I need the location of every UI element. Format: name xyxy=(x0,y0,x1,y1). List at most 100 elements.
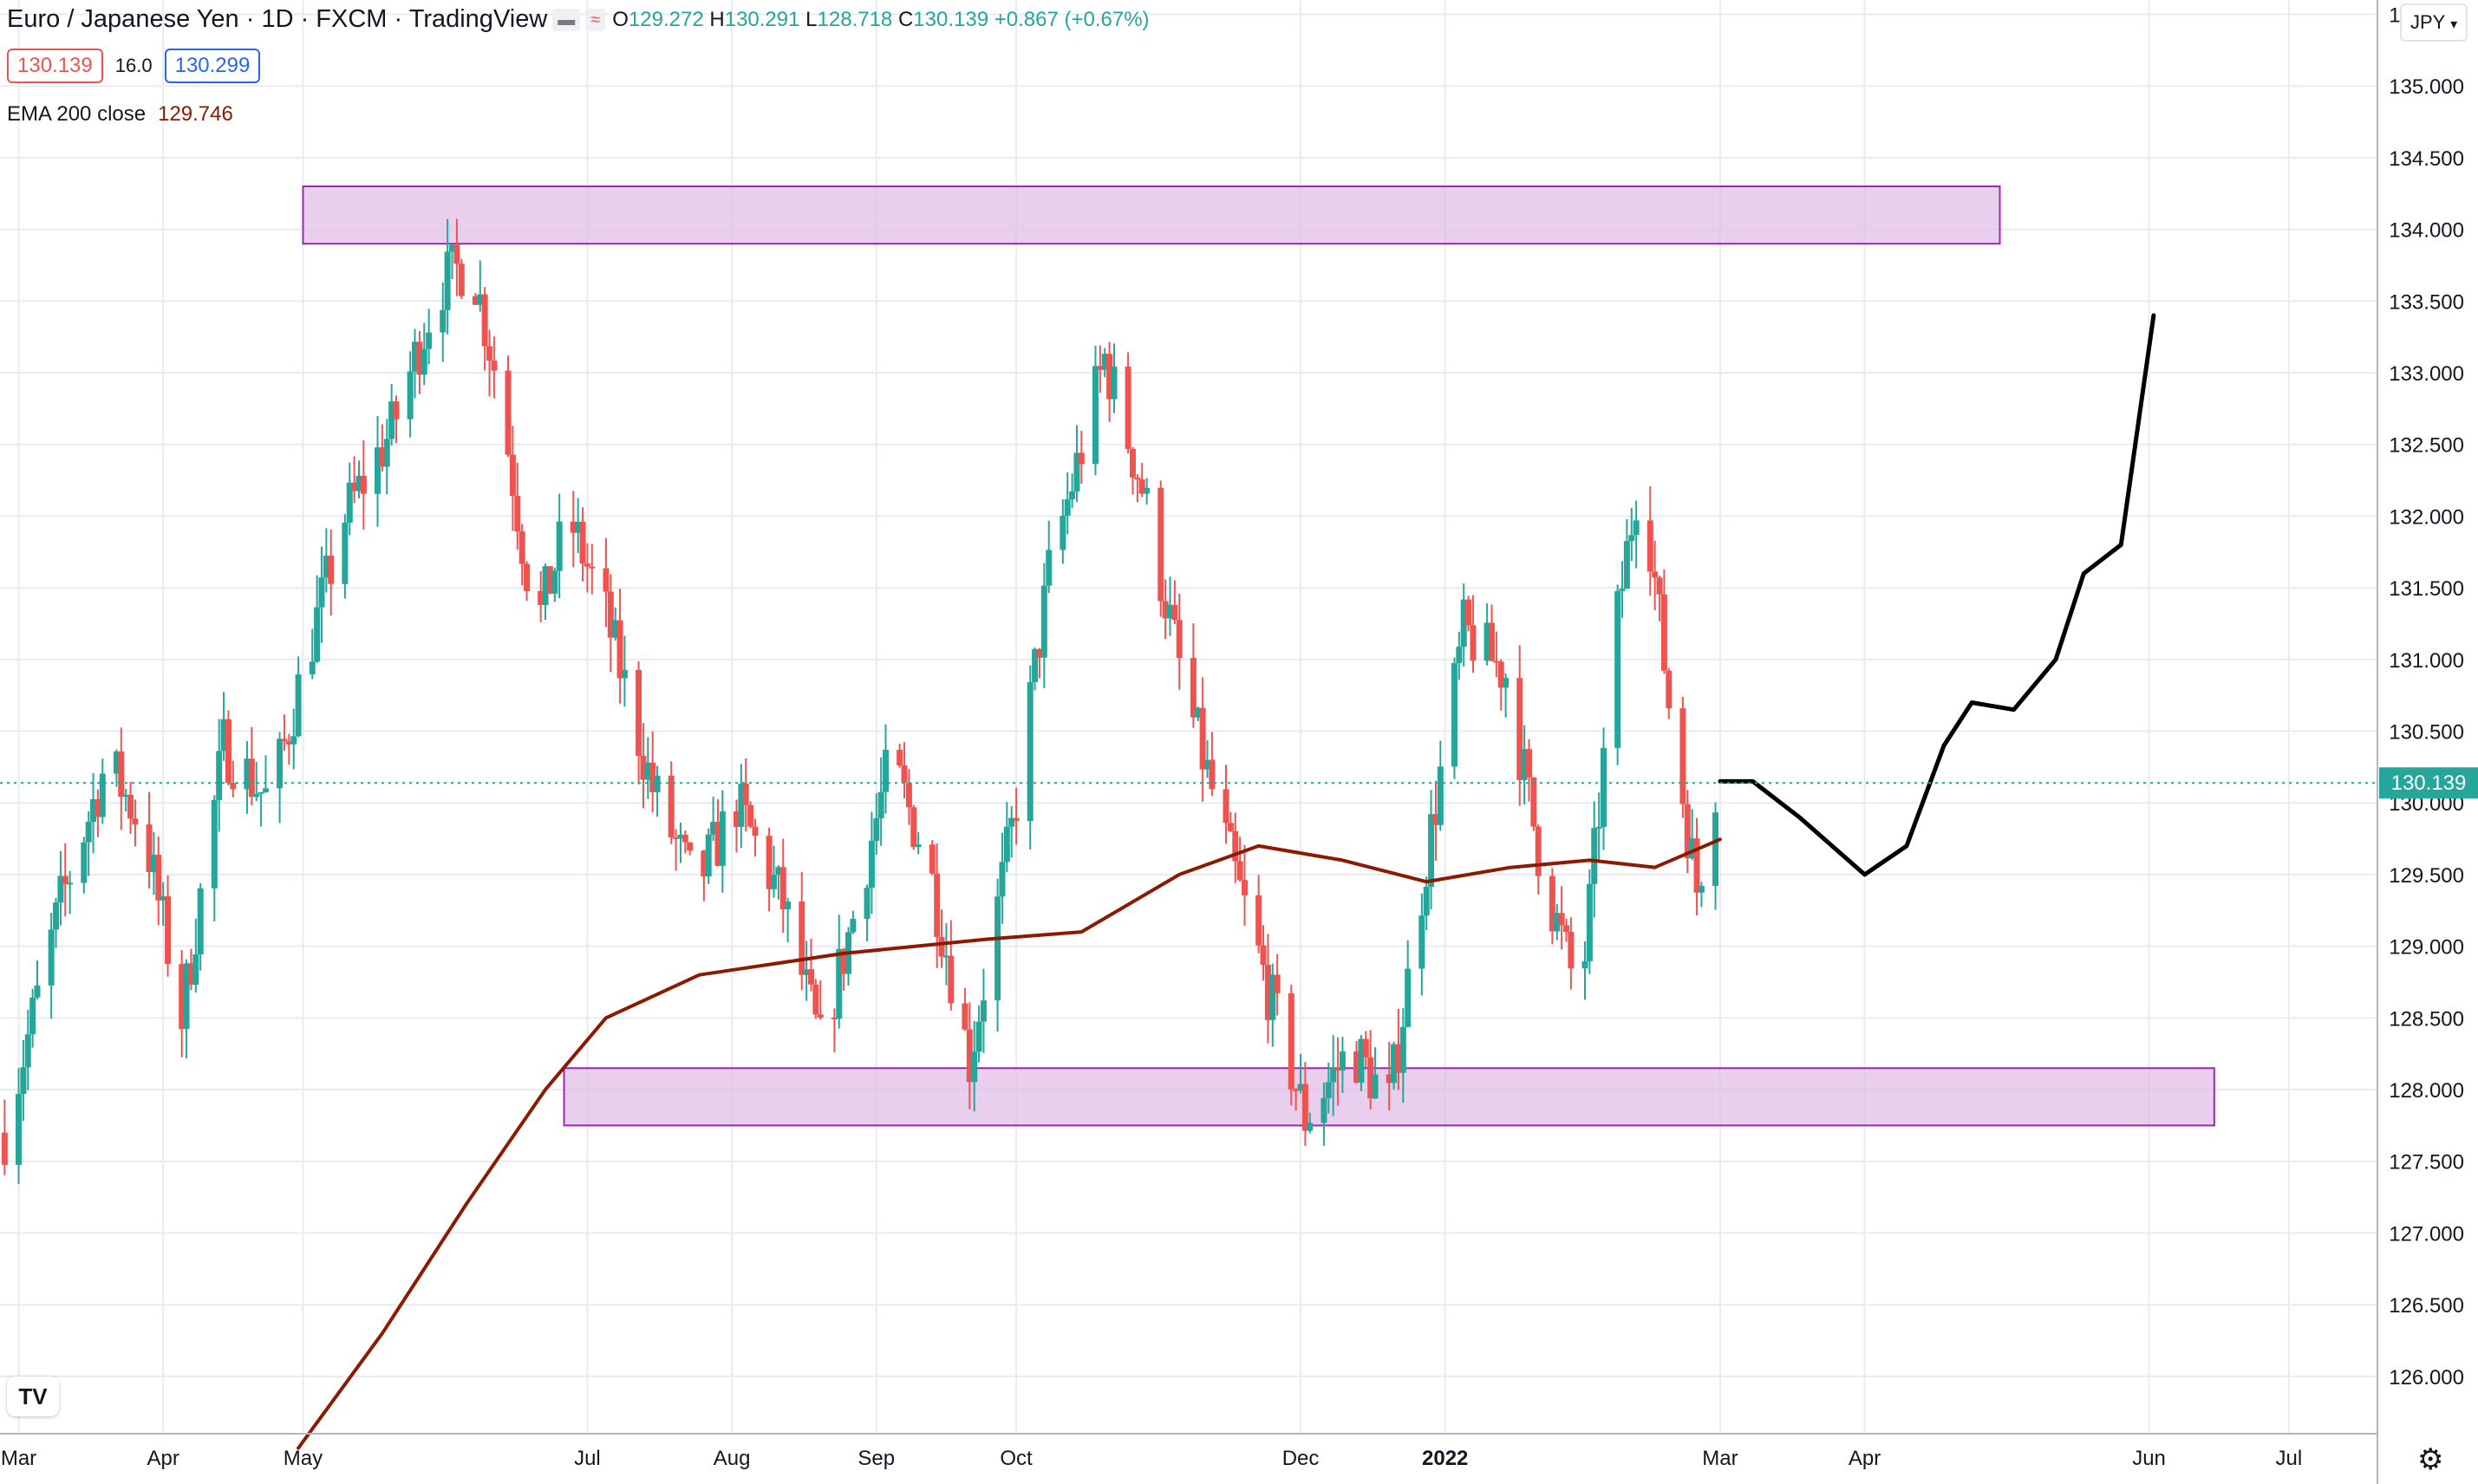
candle-body xyxy=(1157,487,1164,602)
price-axis[interactable]: 126.000 126.500 127.000 127.500 128.000 128.5… xyxy=(2389,4,2464,1390)
candlesticks xyxy=(1,218,1719,1184)
candle-body xyxy=(285,741,292,745)
price-tick-label: 133.000 xyxy=(2389,362,2464,386)
candle-body xyxy=(1297,1084,1304,1090)
candle-body xyxy=(938,936,945,957)
candle-body xyxy=(1432,814,1439,825)
candle-body xyxy=(1367,1057,1374,1099)
candle-body xyxy=(677,834,684,839)
candle-body xyxy=(654,775,661,792)
time-tick-label: Apr xyxy=(147,1447,179,1470)
candle-body xyxy=(197,888,204,955)
candle-body xyxy=(412,342,419,372)
candle-body xyxy=(607,591,614,638)
candle-body xyxy=(1166,604,1173,619)
candle-body xyxy=(179,964,186,1029)
last-price-label: 130.139 xyxy=(2391,771,2467,795)
candle-body xyxy=(864,888,871,919)
candle-body xyxy=(48,929,55,986)
candle-body xyxy=(1628,535,1635,542)
tradingview-logo-icon[interactable]: TV xyxy=(7,1377,59,1416)
candle-body xyxy=(644,762,651,780)
candle-body xyxy=(770,875,777,889)
candle-body xyxy=(551,570,558,594)
candle-body xyxy=(290,736,297,745)
candle-body xyxy=(67,882,74,885)
candle-body xyxy=(16,1094,23,1165)
candle-body xyxy=(514,496,521,532)
candle-body xyxy=(1460,599,1467,648)
price-tick-label: 127.500 xyxy=(2389,1151,2464,1175)
time-tick-label: Apr xyxy=(1849,1447,1881,1470)
candle-body xyxy=(146,824,153,873)
candle-body xyxy=(1078,452,1085,465)
candle-body xyxy=(1138,478,1145,494)
price-tick-label: 134.500 xyxy=(2389,147,2464,171)
candle-body xyxy=(1484,622,1490,661)
gear-icon[interactable]: ⚙ xyxy=(2417,1443,2444,1476)
candle-body xyxy=(971,1051,978,1083)
candle-body xyxy=(929,844,936,874)
currency-select[interactable]: JPY ▾ xyxy=(2400,3,2468,42)
candle-body xyxy=(244,758,251,790)
candle-body xyxy=(1451,662,1457,767)
candle-body xyxy=(589,566,596,569)
candle-body xyxy=(453,244,460,264)
candle-body xyxy=(1712,812,1719,887)
buy-button[interactable]: 130.299 xyxy=(164,49,261,83)
candle-body xyxy=(458,264,465,296)
candle-body xyxy=(187,963,194,985)
candle-body xyxy=(1493,661,1500,663)
candle-body xyxy=(383,439,390,467)
candle-body xyxy=(379,447,386,467)
candle-body xyxy=(1242,880,1249,895)
time-tick-label: Jul xyxy=(2276,1447,2303,1470)
candle-body xyxy=(53,902,60,930)
candle-body xyxy=(640,755,647,780)
candle-body xyxy=(62,875,68,884)
candle-body xyxy=(1008,817,1015,827)
candle-body xyxy=(1330,1067,1337,1083)
candle-body xyxy=(1562,925,1569,932)
hide-legend-button[interactable]: ▬ xyxy=(552,8,581,31)
candle-body xyxy=(752,826,759,836)
time-axis[interactable]: Mar Apr May Jul Aug Sep Oct Dec 2022 Mar Apr Jun Jul xyxy=(1,1447,2302,1470)
candle-body xyxy=(165,896,172,965)
price-tick-label: 131.500 xyxy=(2389,577,2464,601)
candle-body xyxy=(1125,366,1131,449)
candle-body xyxy=(1101,354,1108,370)
candle-body xyxy=(681,834,688,843)
candle-body xyxy=(575,521,582,533)
price-tick-label: 126.000 xyxy=(2389,1366,2464,1390)
price-tick-label: 127.000 xyxy=(2389,1222,2464,1246)
compare-icon[interactable]: ≈ xyxy=(585,8,606,31)
candle-body xyxy=(225,719,231,784)
candle-body xyxy=(546,566,553,594)
candle-body xyxy=(1040,585,1047,658)
candle-body xyxy=(831,1018,838,1020)
candle-body xyxy=(942,955,949,958)
candle-body xyxy=(1232,830,1239,862)
symbol-title[interactable]: Euro / Japanese Yen · 1D · FXCM · Tradin… xyxy=(7,5,548,33)
candle-body xyxy=(1647,520,1653,572)
price-tick-label: 133.500 xyxy=(2389,290,2464,314)
candle-body xyxy=(277,739,284,789)
time-tick-label: Mar xyxy=(1702,1447,1738,1470)
candle-body xyxy=(318,577,325,608)
candle-body xyxy=(421,348,427,375)
indicator-legend[interactable]: EMA 200 close 129.746 xyxy=(7,102,233,127)
candle-body xyxy=(1013,817,1020,822)
candle-body xyxy=(1301,1084,1308,1131)
price-tick-label: 134.000 xyxy=(2389,219,2464,243)
candle-body xyxy=(1204,759,1211,770)
price-tick-label: 129.500 xyxy=(2389,864,2464,888)
sell-button[interactable]: 130.139 xyxy=(7,49,103,83)
candle-body xyxy=(570,521,577,533)
candle-body xyxy=(1591,828,1598,884)
indicator-lines xyxy=(0,313,2377,1450)
candle-body xyxy=(351,482,358,491)
candle-body xyxy=(808,969,815,985)
candle-body xyxy=(1488,622,1495,661)
candle-body xyxy=(1097,366,1104,370)
